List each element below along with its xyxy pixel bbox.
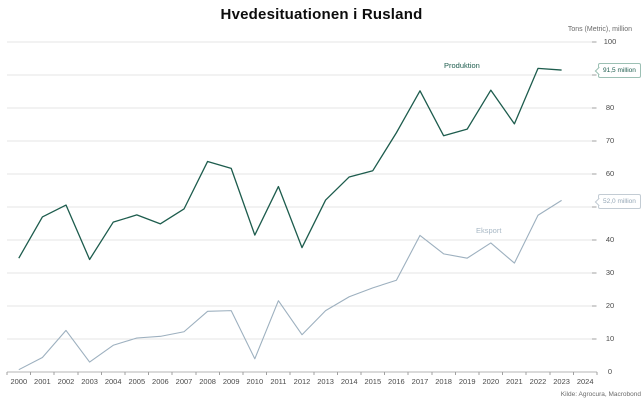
x-tick-label: 2011 — [270, 377, 287, 386]
x-tick-label: 2016 — [388, 377, 405, 386]
x-tick-label: 2020 — [482, 377, 500, 386]
x-tick-label: 2012 — [293, 377, 311, 386]
series-line-eksport — [18, 199, 562, 371]
export-latest-value: 52,0 million — [603, 198, 636, 205]
source-attribution: Kilde: Agrocura, Macrobond — [560, 391, 641, 398]
x-tick-label: 2000 — [10, 377, 28, 386]
y-tick-label: 20 — [605, 301, 615, 310]
x-tick-label: 2023 — [553, 377, 570, 386]
x-tick-label: 2014 — [340, 377, 358, 386]
y-tick-label: 40 — [605, 235, 615, 244]
x-tick-label: 2019 — [458, 377, 476, 386]
x-tick-label: 2009 — [222, 377, 240, 386]
y-tick-label: 30 — [605, 268, 615, 277]
x-tick-label: 2007 — [175, 377, 193, 386]
x-tick-label: 2024 — [576, 377, 594, 386]
y-tick-label: 70 — [605, 136, 615, 145]
x-tick-label: 2018 — [435, 377, 452, 386]
production-latest-value: 91,5 million — [603, 67, 636, 74]
export-value-callout: 52,0 million — [594, 194, 641, 209]
y-tick-label: 60 — [605, 169, 615, 178]
x-tick-label: 2002 — [57, 377, 75, 386]
x-tick-label: 2001 — [34, 377, 51, 386]
x-tick-label: 2005 — [128, 377, 146, 386]
y-tick-label: 100 — [603, 37, 617, 46]
y-tick-label: 80 — [605, 103, 615, 112]
x-tick-label: 2015 — [364, 377, 382, 386]
x-tick-label: 2008 — [199, 377, 216, 386]
y-tick-label: 0 — [607, 367, 613, 376]
x-tick-label: 2022 — [529, 377, 547, 386]
x-tick-label: 2017 — [411, 377, 429, 386]
export-series-label: Eksport — [476, 226, 502, 235]
x-tick-label: 2021 — [506, 377, 523, 386]
x-tick-label: 2013 — [317, 377, 334, 386]
series-line-produktion — [18, 67, 562, 261]
x-tick-label: 2003 — [81, 377, 98, 386]
x-tick-label: 2010 — [246, 377, 264, 386]
production-value-callout: 91,5 million — [594, 63, 641, 78]
y-tick-label: 10 — [605, 334, 615, 343]
x-tick-label: 2006 — [152, 377, 169, 386]
x-tick-label: 2004 — [104, 377, 122, 386]
y-axis-unit-label: Tons (Metric), million — [567, 26, 632, 33]
production-series-label: Produktion — [444, 61, 480, 70]
chart-title: Hvedesituationen i Rusland — [220, 6, 423, 23]
